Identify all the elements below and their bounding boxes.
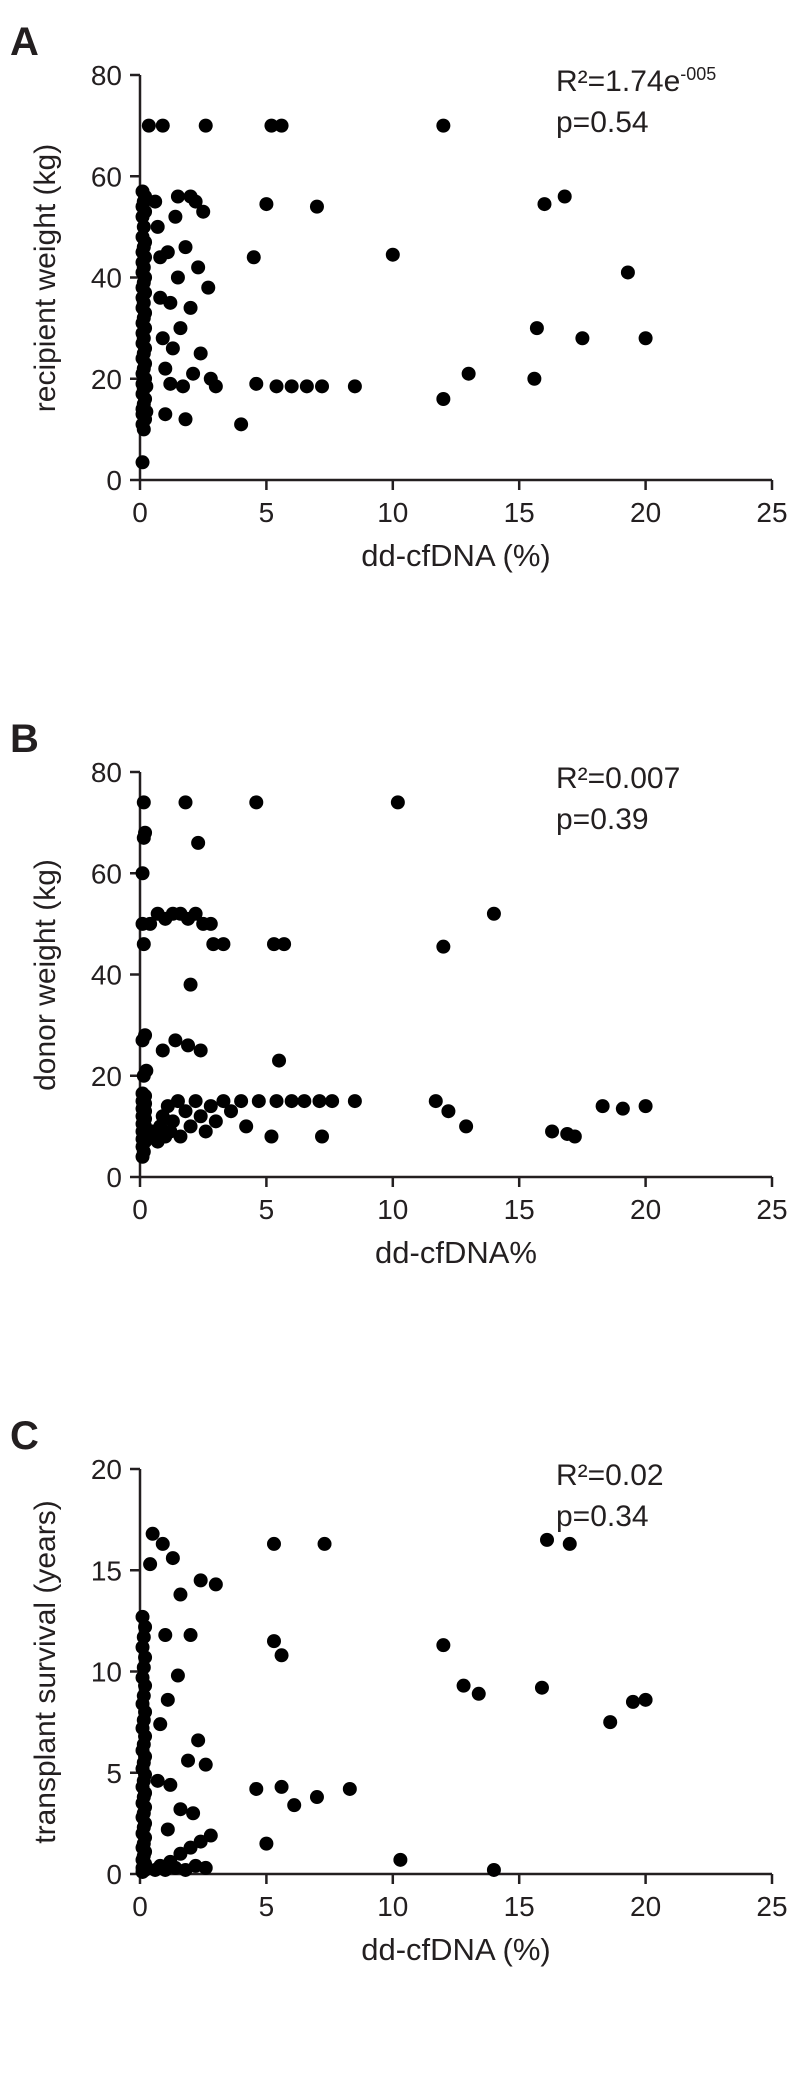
panel-b: B donor weight (kg) R²=0.007 p=0.39 0 5 10… bbox=[0, 697, 800, 1394]
svg-text:20: 20 bbox=[91, 364, 122, 395]
svg-text:40: 40 bbox=[91, 960, 122, 991]
r2-value: R²=0.007 bbox=[556, 762, 681, 795]
r2-line: R²=0.02 bbox=[556, 1456, 664, 1497]
svg-text:15: 15 bbox=[504, 1891, 535, 1922]
svg-text:10: 10 bbox=[91, 1657, 122, 1688]
svg-text:60: 60 bbox=[91, 858, 122, 889]
svg-text:15: 15 bbox=[91, 1555, 122, 1586]
r2-value: R²=0.02 bbox=[556, 1459, 664, 1492]
svg-text:40: 40 bbox=[91, 263, 122, 294]
svg-text:10: 10 bbox=[377, 1194, 408, 1225]
svg-text:15: 15 bbox=[504, 1194, 535, 1225]
svg-text:5: 5 bbox=[259, 1891, 275, 1922]
p-value: p=0.34 bbox=[556, 1499, 649, 1533]
svg-text:10: 10 bbox=[377, 1891, 408, 1922]
svg-text:15: 15 bbox=[504, 497, 535, 528]
panel-letter-b: B bbox=[10, 717, 39, 761]
svg-text:0: 0 bbox=[132, 1891, 148, 1922]
svg-text:0: 0 bbox=[132, 497, 148, 528]
svg-text:0: 0 bbox=[106, 1162, 122, 1193]
scatter-plot-transplant-survival: 0 5 10 15 20 25 0 5 10 15 20 bbox=[91, 1454, 788, 1922]
r2-exponent: -005 bbox=[680, 64, 717, 84]
svg-text:20: 20 bbox=[630, 1194, 661, 1225]
svg-text:20: 20 bbox=[630, 1891, 661, 1922]
stats-annotation-b: R²=0.007 p=0.39 bbox=[556, 759, 680, 840]
r2-line: R²=0.007 bbox=[556, 759, 680, 800]
svg-text:0: 0 bbox=[106, 465, 122, 496]
p-value: p=0.39 bbox=[556, 802, 649, 836]
x-axis-label-b: dd-cfDNA% bbox=[375, 1235, 537, 1270]
svg-text:5: 5 bbox=[106, 1758, 122, 1789]
svg-text:25: 25 bbox=[756, 1194, 787, 1225]
stats-annotation-a: R²=1.74e-005 p=0.54 bbox=[556, 62, 716, 143]
r2-value: R²=1.74e bbox=[556, 65, 681, 98]
svg-text:60: 60 bbox=[91, 161, 122, 192]
p-value: p=0.54 bbox=[556, 105, 649, 139]
svg-text:25: 25 bbox=[756, 497, 787, 528]
svg-text:80: 80 bbox=[91, 757, 122, 788]
svg-text:0: 0 bbox=[132, 1194, 148, 1225]
panel-a: A recipient weight (kg) R²=1.74e-005 p=0… bbox=[0, 0, 800, 697]
svg-text:20: 20 bbox=[91, 1061, 122, 1092]
panel-letter-c: C bbox=[10, 1414, 39, 1458]
x-axis-label-a: dd-cfDNA (%) bbox=[361, 538, 551, 573]
svg-text:20: 20 bbox=[91, 1454, 122, 1485]
scatter-plot-recipient-weight: 0 5 10 15 20 25 0 20 40 60 80 bbox=[91, 60, 788, 528]
svg-text:10: 10 bbox=[377, 497, 408, 528]
svg-text:0: 0 bbox=[106, 1859, 122, 1890]
svg-text:5: 5 bbox=[259, 497, 275, 528]
panel-c: C transplant survival (years) R²=0.02 p=… bbox=[0, 1394, 800, 2091]
stats-annotation-c: R²=0.02 p=0.34 bbox=[556, 1456, 664, 1537]
x-axis-label-c: dd-cfDNA (%) bbox=[361, 1932, 551, 1967]
svg-text:20: 20 bbox=[630, 497, 661, 528]
svg-text:5: 5 bbox=[259, 1194, 275, 1225]
svg-text:80: 80 bbox=[91, 60, 122, 91]
scatter-plot-donor-weight: 0 5 10 15 20 25 0 20 40 60 80 bbox=[91, 757, 788, 1225]
panel-letter-a: A bbox=[10, 20, 39, 64]
svg-text:25: 25 bbox=[756, 1891, 787, 1922]
r2-line: R²=1.74e-005 bbox=[556, 62, 716, 103]
